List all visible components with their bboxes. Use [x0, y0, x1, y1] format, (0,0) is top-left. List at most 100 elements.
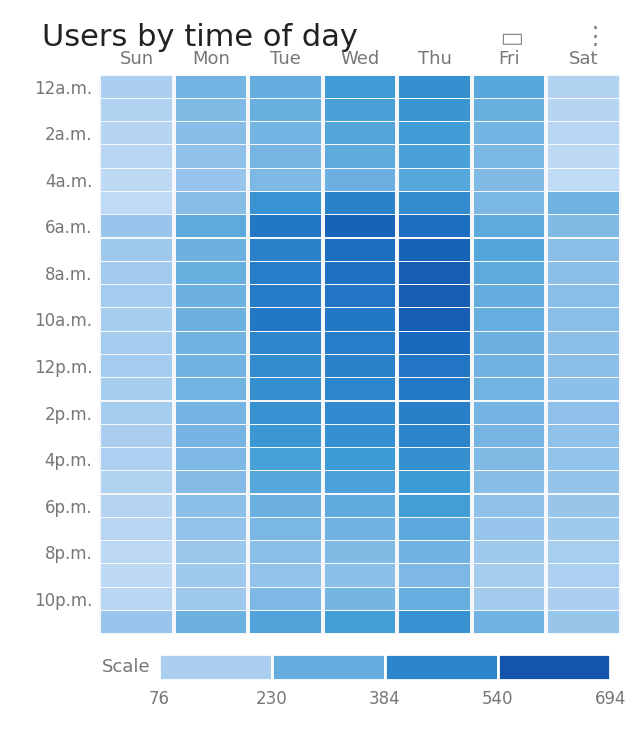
Bar — [101, 285, 172, 308]
Bar — [324, 332, 396, 354]
Bar — [474, 238, 545, 261]
Bar — [250, 588, 321, 610]
Bar — [324, 192, 396, 214]
Bar — [474, 99, 545, 121]
Bar — [175, 401, 246, 424]
Bar — [324, 611, 396, 633]
Bar — [175, 424, 246, 447]
Bar — [324, 448, 396, 470]
Bar — [399, 99, 470, 121]
Bar — [324, 378, 396, 400]
Bar — [175, 262, 246, 284]
Bar — [399, 332, 470, 354]
Bar — [324, 146, 396, 167]
Bar — [474, 611, 545, 633]
Bar — [548, 215, 619, 238]
Bar — [250, 611, 321, 633]
Bar — [250, 542, 321, 563]
Bar — [324, 355, 396, 377]
Bar — [399, 588, 470, 610]
Bar — [548, 542, 619, 563]
Bar — [175, 99, 246, 121]
Bar — [101, 565, 172, 586]
Bar — [175, 192, 246, 214]
Bar — [399, 565, 470, 586]
Bar — [324, 238, 396, 261]
Text: 694: 694 — [595, 690, 626, 708]
Bar — [250, 215, 321, 238]
Bar — [548, 262, 619, 284]
Bar — [175, 518, 246, 540]
Bar — [175, 285, 246, 308]
Bar — [250, 262, 321, 284]
Bar — [175, 238, 246, 261]
Bar — [324, 122, 396, 144]
Bar — [548, 401, 619, 424]
Bar — [497, 654, 611, 680]
Bar — [385, 654, 497, 680]
Bar — [101, 611, 172, 633]
Bar — [101, 169, 172, 190]
Bar — [175, 588, 246, 610]
Text: 76: 76 — [148, 690, 170, 708]
Bar — [175, 332, 246, 354]
Bar — [399, 308, 470, 331]
Bar — [324, 542, 396, 563]
Bar — [548, 588, 619, 610]
Bar — [474, 122, 545, 144]
Bar — [250, 518, 321, 540]
Bar — [548, 238, 619, 261]
Bar — [474, 215, 545, 238]
Bar — [399, 378, 470, 400]
Bar — [250, 471, 321, 494]
Bar — [101, 262, 172, 284]
Bar — [474, 565, 545, 586]
Bar — [548, 565, 619, 586]
Bar — [250, 424, 321, 447]
Bar — [101, 588, 172, 610]
Bar — [474, 285, 545, 308]
Bar — [399, 471, 470, 494]
Bar — [250, 495, 321, 517]
Bar — [548, 146, 619, 167]
Bar — [101, 355, 172, 377]
Bar — [272, 654, 385, 680]
Bar — [101, 238, 172, 261]
Bar — [250, 355, 321, 377]
Bar — [324, 565, 396, 586]
Bar — [324, 99, 396, 121]
Bar — [548, 378, 619, 400]
Bar — [175, 146, 246, 167]
Bar — [399, 611, 470, 633]
Bar — [548, 169, 619, 190]
Bar — [474, 355, 545, 377]
Bar — [399, 285, 470, 308]
Bar — [474, 262, 545, 284]
Bar — [548, 192, 619, 214]
Bar — [175, 355, 246, 377]
Bar — [101, 332, 172, 354]
Bar — [101, 518, 172, 540]
Bar — [399, 401, 470, 424]
Bar — [101, 378, 172, 400]
Bar — [175, 169, 246, 190]
Bar — [101, 495, 172, 517]
Bar — [250, 565, 321, 586]
Bar — [324, 76, 396, 98]
Bar — [250, 238, 321, 261]
Bar — [250, 122, 321, 144]
Bar — [250, 448, 321, 470]
Bar — [159, 654, 272, 680]
Bar — [474, 76, 545, 98]
Bar — [250, 169, 321, 190]
Bar — [250, 308, 321, 331]
Text: Scale: Scale — [102, 658, 150, 676]
Bar — [324, 262, 396, 284]
Text: 230: 230 — [256, 690, 288, 708]
Bar — [548, 518, 619, 540]
Bar — [548, 308, 619, 331]
Bar — [474, 332, 545, 354]
Bar — [101, 448, 172, 470]
Bar — [101, 401, 172, 424]
Bar — [474, 146, 545, 167]
